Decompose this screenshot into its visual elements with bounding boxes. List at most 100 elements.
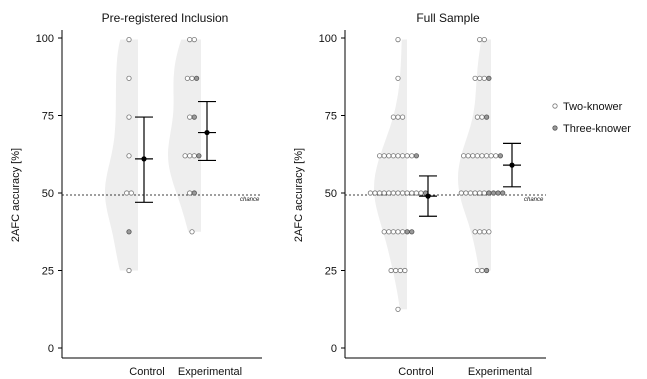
two-knower-point bbox=[483, 153, 490, 159]
two-knower-point bbox=[381, 190, 387, 196]
y-tick-label: 100 bbox=[36, 33, 54, 45]
violin-control bbox=[105, 39, 138, 271]
two-knower-point bbox=[393, 267, 399, 274]
two-knower-point bbox=[397, 267, 403, 274]
two-knower-point bbox=[191, 36, 197, 43]
two-knower-point bbox=[128, 190, 134, 196]
three-knower-point bbox=[486, 190, 492, 196]
legend-item-three-knower: Three-knower bbox=[552, 123, 631, 135]
panel-title: Pre-registered Inclusion bbox=[102, 11, 229, 25]
two-knower-point bbox=[187, 114, 193, 120]
three-knower-point bbox=[191, 114, 197, 120]
two-knower-point bbox=[460, 153, 467, 159]
two-knower-point bbox=[477, 229, 483, 235]
two-knower-point bbox=[124, 190, 130, 196]
two-knower-point bbox=[477, 75, 483, 81]
two-knower-point bbox=[367, 190, 373, 196]
x-tick-label: Control bbox=[398, 366, 433, 378]
legend-marker-two-knower bbox=[552, 103, 558, 109]
y-tick-label: 100 bbox=[319, 33, 337, 45]
two-knower-point bbox=[472, 75, 478, 81]
two-knower-point bbox=[187, 190, 193, 196]
three-knower-point bbox=[495, 190, 501, 196]
two-knower-point bbox=[386, 190, 392, 196]
two-knower-point bbox=[126, 267, 132, 274]
mean-point bbox=[425, 193, 431, 199]
summary-layer bbox=[419, 142, 521, 217]
two-knower-point bbox=[395, 36, 401, 43]
two-knower-point bbox=[472, 190, 478, 196]
two-knower-point bbox=[409, 153, 415, 159]
two-knower-point bbox=[458, 190, 464, 196]
legend: Two-knower Three-knower bbox=[552, 101, 631, 135]
two-knower-point bbox=[182, 153, 188, 159]
points-layer bbox=[367, 36, 506, 312]
panel-title: Full Sample bbox=[416, 11, 480, 25]
mean-point bbox=[509, 162, 515, 168]
two-knower-point bbox=[381, 229, 387, 235]
y-tick-label: 25 bbox=[42, 266, 54, 278]
legend-label: Three-knower bbox=[563, 123, 631, 135]
two-knower-point bbox=[189, 75, 195, 81]
three-knower-point bbox=[483, 114, 490, 120]
three-knower-point bbox=[486, 75, 492, 81]
panel-full-sample: Full Sample 2AFC accuracy [%] chance 0 25… bbox=[293, 11, 546, 378]
two-knower-point bbox=[187, 153, 193, 159]
two-knower-point bbox=[486, 229, 492, 235]
two-knower-point bbox=[472, 229, 478, 235]
y-axis-label: 2AFC accuracy [%] bbox=[10, 148, 22, 242]
two-knower-point bbox=[477, 36, 483, 43]
two-knower-point bbox=[395, 190, 401, 196]
two-knower-point bbox=[479, 114, 485, 120]
y-tick-label: 0 bbox=[331, 343, 337, 355]
two-knower-point bbox=[395, 153, 401, 159]
two-knower-point bbox=[187, 36, 193, 43]
three-knower-point bbox=[404, 229, 410, 235]
x-ticks: Control Experimental bbox=[398, 366, 532, 378]
y-tick-label: 50 bbox=[325, 188, 337, 200]
y-axis-label: 2AFC accuracy [%] bbox=[293, 148, 305, 242]
two-knower-point bbox=[191, 153, 197, 159]
summary-layer bbox=[135, 100, 216, 203]
two-knower-point bbox=[479, 267, 485, 274]
two-knower-point bbox=[189, 229, 195, 235]
two-knower-point bbox=[381, 153, 387, 159]
two-knower-point bbox=[399, 190, 406, 196]
two-knower-point bbox=[376, 153, 383, 159]
two-knower-point bbox=[493, 153, 499, 159]
two-knower-point bbox=[390, 114, 396, 120]
y-tick-label: 75 bbox=[42, 111, 54, 123]
x-tick-label: Control bbox=[129, 366, 164, 378]
three-knower-point bbox=[413, 153, 419, 159]
x-ticks: Control Experimental bbox=[129, 366, 242, 378]
two-knower-point bbox=[390, 190, 396, 196]
two-knower-point bbox=[126, 36, 132, 43]
two-knower-point bbox=[474, 153, 480, 159]
legend-marker-three-knower bbox=[552, 125, 558, 131]
two-knower-point bbox=[463, 190, 469, 196]
three-knower-point bbox=[483, 267, 490, 274]
points-layer bbox=[124, 36, 202, 274]
y-ticks: 0 25 50 75 100 bbox=[319, 33, 345, 355]
two-knower-point bbox=[390, 229, 396, 235]
two-knower-point bbox=[399, 114, 406, 120]
two-knower-point bbox=[395, 229, 401, 235]
y-tick-label: 50 bbox=[42, 188, 54, 200]
three-knower-point bbox=[126, 229, 132, 235]
panel-pre-registered-inclusion: Pre-registered Inclusion 2AFC accuracy [… bbox=[10, 11, 262, 378]
two-knower-point bbox=[474, 267, 480, 274]
two-knower-point bbox=[184, 75, 190, 81]
y-tick-label: 0 bbox=[48, 343, 54, 355]
two-knower-point bbox=[386, 229, 392, 235]
three-knower-point bbox=[497, 153, 503, 159]
two-knower-point bbox=[465, 153, 471, 159]
two-knower-point bbox=[479, 153, 485, 159]
two-knower-point bbox=[481, 229, 487, 235]
violin-experimental bbox=[168, 39, 201, 232]
x-tick-label: Experimental bbox=[468, 366, 532, 378]
three-knower-point bbox=[196, 153, 202, 159]
two-knower-point bbox=[467, 190, 474, 196]
y-ticks: 0 25 50 75 100 bbox=[36, 33, 62, 355]
two-knower-point bbox=[390, 153, 396, 159]
